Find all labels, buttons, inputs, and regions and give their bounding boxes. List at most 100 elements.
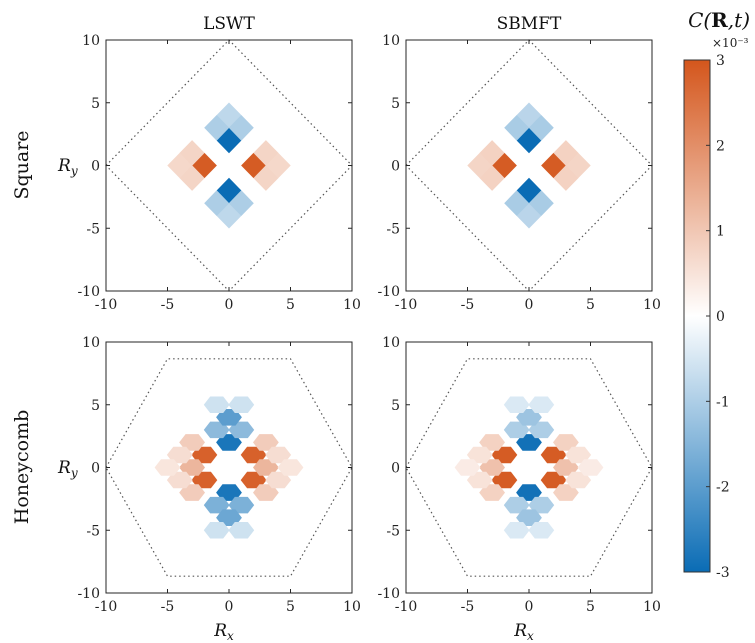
- y-tick-label: 5: [391, 96, 400, 112]
- correlation-cell: [454, 459, 481, 476]
- x-tick-label: 5: [286, 297, 295, 313]
- zone-boundary: [105, 39, 353, 292]
- correlation-cell: [216, 509, 242, 526]
- correlation-cell: [479, 165, 505, 191]
- correlation-cell: [203, 522, 230, 539]
- correlation-cell: [240, 471, 267, 489]
- correlation-cell: [179, 484, 205, 501]
- colorbar-tick-label: 1: [716, 224, 725, 240]
- correlation-cell: [265, 471, 292, 489]
- correlation-cell: [516, 409, 542, 426]
- correlation-cell: [553, 459, 579, 476]
- correlation-cell: [540, 446, 567, 464]
- x-tick-label: 0: [525, 297, 534, 313]
- row-title-square: Square: [11, 130, 33, 199]
- correlation-cell: [179, 459, 205, 476]
- correlation-cell: [228, 190, 254, 216]
- correlation-cell: [216, 484, 242, 501]
- correlation-cell: [216, 202, 242, 229]
- y-tick-label: 0: [391, 461, 400, 477]
- correlation-cell: [503, 396, 530, 413]
- correlation-cell: [240, 446, 267, 464]
- panel-honeycomb-lswt: -10 -5 0 5 10 10 5 0 -5 -10: [77, 335, 360, 615]
- correlation-cell: [203, 396, 230, 413]
- correlation-cell: [516, 434, 542, 451]
- correlation-cell: [491, 446, 518, 464]
- x-tick-label: 10: [343, 599, 361, 615]
- panel-square-sbmft: -10 -5 0 5 10 10 5 0 -5 -10: [377, 33, 660, 313]
- cells: [454, 396, 604, 539]
- correlation-cell: [466, 446, 493, 464]
- correlation-cell: [253, 459, 279, 476]
- colorbar-tick-label: 3: [716, 53, 725, 69]
- y-tick-label: -10: [77, 586, 100, 602]
- y-tick-label: 0: [91, 159, 100, 175]
- correlation-cell: [166, 446, 193, 464]
- x-tick-label: -10: [395, 599, 418, 615]
- correlation-cell: [228, 421, 255, 439]
- correlation-cell: [179, 434, 205, 451]
- colorbar-ticks: 3 2 1 0 -1 -2 -3: [706, 53, 730, 581]
- x-tick-label: -10: [95, 297, 118, 313]
- y-tick-label: -10: [377, 586, 400, 602]
- correlation-cell: [204, 190, 230, 216]
- x-axis-label-right: Rx: [513, 621, 534, 643]
- y-tick-label: -5: [386, 523, 400, 539]
- correlation-cell: [565, 471, 592, 489]
- correlation-cell: [479, 459, 505, 476]
- y-tick-label: 10: [382, 335, 400, 351]
- correlation-cell: [228, 115, 254, 141]
- correlation-cell: [516, 202, 542, 229]
- y-axis-label-top: Ry: [57, 156, 78, 178]
- correlation-cell: [577, 459, 604, 476]
- x-tick-label: -10: [95, 599, 118, 615]
- x-tick-label: 10: [643, 297, 661, 313]
- y-tick-label: -10: [377, 284, 400, 300]
- correlation-cell: [553, 434, 579, 451]
- correlation-cell: [553, 165, 579, 191]
- x-axis-label-left: Rx: [213, 621, 234, 643]
- correlation-cell: [203, 496, 230, 514]
- correlation-cell: [466, 471, 493, 489]
- colorbar-tick-label: -2: [716, 480, 730, 496]
- panel-honeycomb-sbmft: -10 -5 0 5 10 10 5 0 -5 -10: [377, 335, 660, 615]
- y-tick-label: 10: [82, 33, 100, 49]
- correlation-cell: [228, 496, 255, 514]
- correlation-cell: [528, 396, 555, 413]
- correlation-cell: [191, 471, 218, 489]
- cells: [467, 102, 591, 229]
- correlation-cell: [166, 471, 193, 489]
- x-tick-label: 5: [286, 599, 295, 615]
- correlation-cell: [504, 115, 530, 141]
- correlation-cell: [528, 496, 555, 514]
- panel-square-lswt: -10 -5 0 5 10 10 5 0 -5 -10: [77, 33, 360, 313]
- row-title-honeycomb: Honeycomb: [11, 410, 33, 524]
- y-tick-label: -5: [86, 221, 100, 237]
- correlation-cell: [479, 484, 505, 501]
- correlation-cell: [553, 484, 579, 501]
- correlation-cell: [540, 471, 567, 489]
- correlation-cell: [228, 396, 255, 413]
- y-axis-label-bottom: Ry: [57, 458, 78, 480]
- correlation-cell: [565, 446, 592, 464]
- y-tick-label: -5: [386, 221, 400, 237]
- correlation-cell: [265, 446, 292, 464]
- y-tick-label: 5: [391, 398, 400, 414]
- correlation-cell: [479, 140, 505, 166]
- colorbar-tick-label: -3: [716, 565, 730, 581]
- zone-boundary: [405, 358, 653, 577]
- correlation-cell: [516, 509, 542, 526]
- cells: [154, 396, 304, 539]
- correlation-cell: [216, 434, 242, 451]
- y-tick-label: 5: [91, 96, 100, 112]
- correlation-cell: [203, 421, 230, 439]
- x-tick-label: 0: [525, 599, 534, 615]
- y-tick-label: 10: [382, 33, 400, 49]
- correlation-cell: [528, 522, 555, 539]
- column-title-lswt: LSWT: [203, 14, 255, 34]
- colorbar-title: C(R,t): [688, 8, 750, 32]
- zone-boundary: [105, 358, 353, 577]
- x-tick-label: -10: [395, 297, 418, 313]
- correlation-cell: [253, 484, 279, 501]
